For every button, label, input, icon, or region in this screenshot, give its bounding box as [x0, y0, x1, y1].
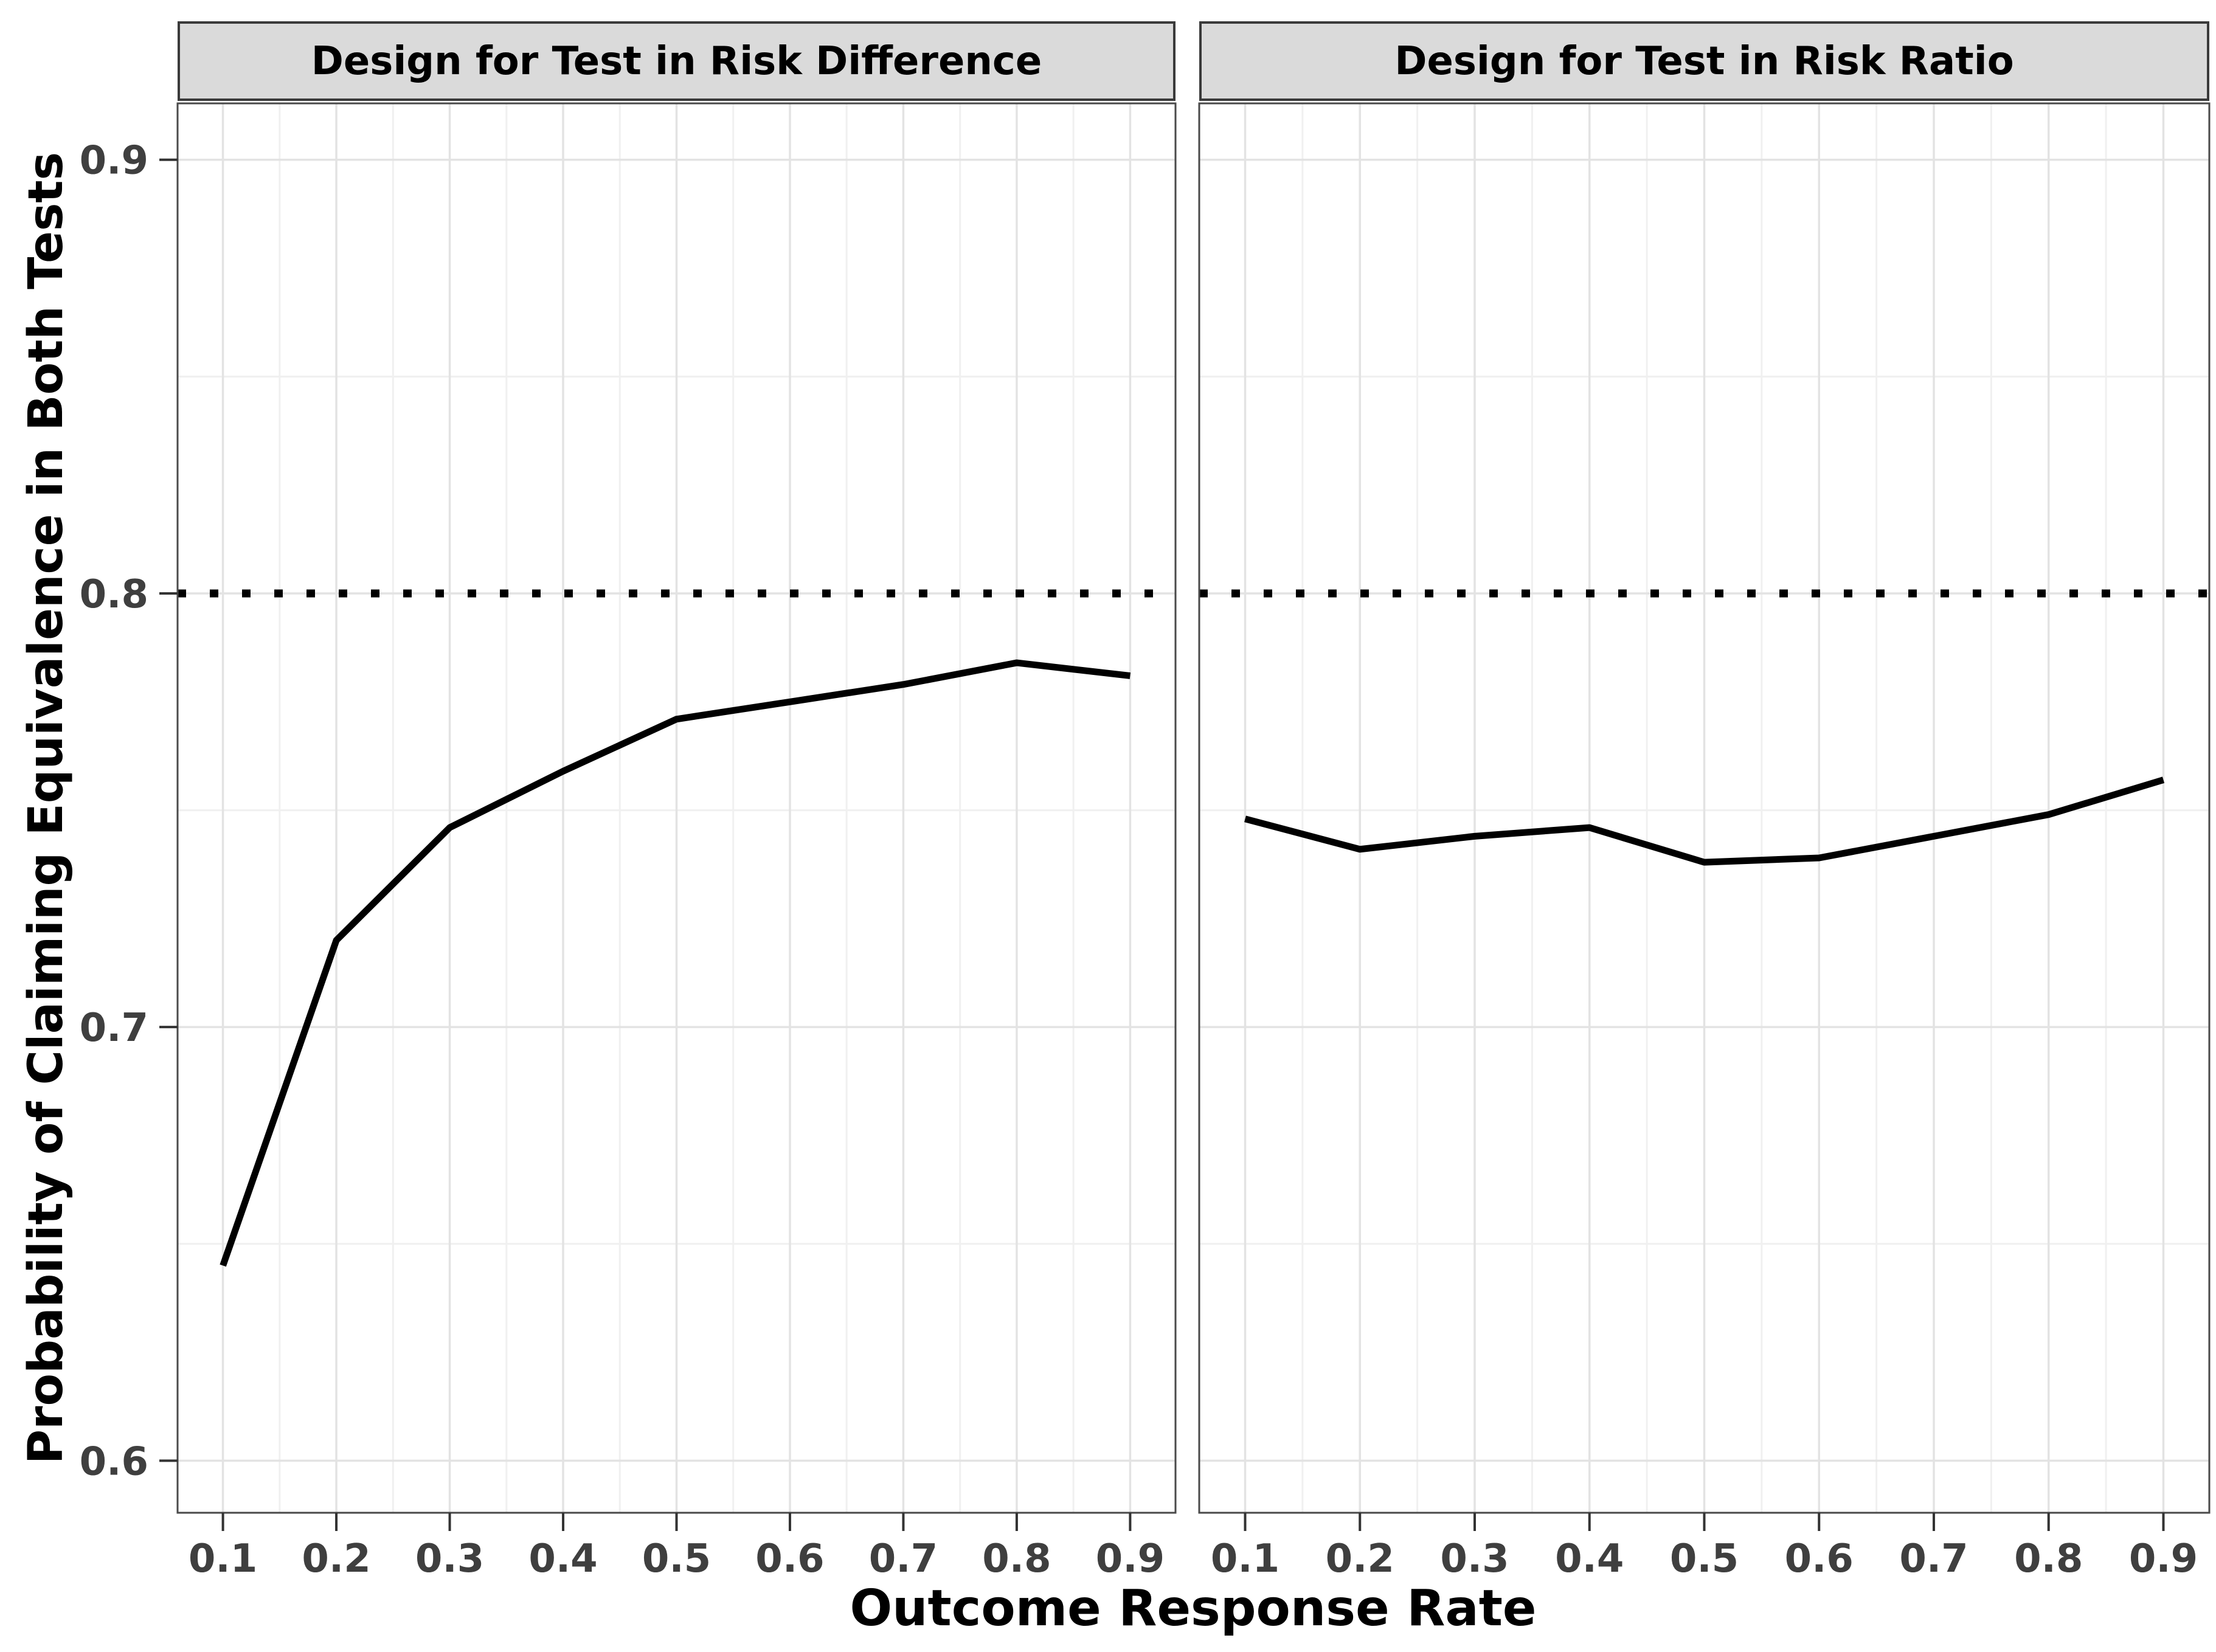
x-tick-label: 0.7: [1899, 1536, 1968, 1581]
x-tick-label: 0.9: [2129, 1536, 2198, 1581]
y-tick-label: 0.6: [80, 1439, 148, 1484]
x-tick-label: 0.3: [415, 1536, 484, 1581]
y-tick-label: 0.9: [80, 139, 148, 184]
x-tick-label: 0.8: [982, 1536, 1051, 1581]
x-tick-label: 0.1: [1211, 1536, 1279, 1581]
facet-strip-risk-ratio-label: Design for Test in Risk Ratio: [1394, 38, 2014, 84]
x-tick-label: 0.1: [189, 1536, 257, 1581]
facet-strip-risk-difference: Design for Test in Risk Difference: [178, 21, 1176, 101]
data-line-facet-1: [1244, 776, 2165, 866]
x-tick-label: 0.8: [2014, 1536, 2083, 1581]
x-tick-label: 0.2: [302, 1536, 370, 1581]
data-line-facet-0: [220, 659, 1131, 1267]
x-axis-title: Outcome Response Rate: [850, 1580, 1537, 1637]
facet-panel-1: 0.1 0.2 0.3 0.4 0.5 0.6 0.7 0.8 0.9: [1198, 102, 2211, 1581]
x-tick-label: 0.7: [869, 1536, 938, 1581]
y-tick-label: 0.7: [80, 1006, 148, 1051]
x-tick-label: 0.2: [1326, 1536, 1394, 1581]
facet-panel-0: 0.1 0.2 0.3 0.4 0.5 0.6 0.7 0.8 0.9: [176, 102, 1177, 1581]
facet-strip-risk-difference-label: Design for Test in Risk Difference: [311, 38, 1042, 84]
facet-strip-risk-ratio: Design for Test in Risk Ratio: [1199, 21, 2209, 101]
x-tick-label: 0.4: [1555, 1536, 1624, 1581]
x-tick-label: 0.5: [1670, 1536, 1739, 1581]
x-tick-label: 0.4: [528, 1536, 597, 1581]
y-tick-label: 0.8: [80, 572, 148, 617]
x-tick-label: 0.6: [1785, 1536, 1854, 1581]
x-tick-label: 0.6: [755, 1536, 824, 1581]
x-tick-label: 0.9: [1096, 1536, 1165, 1581]
y-axis-title: Probability of Claiming Equivalence in B…: [19, 151, 74, 1465]
x-tick-label: 0.3: [1440, 1536, 1509, 1581]
x-tick-label: 0.5: [642, 1536, 711, 1581]
y-axis: 0.6 0.7 0.8 0.9: [80, 139, 178, 1484]
